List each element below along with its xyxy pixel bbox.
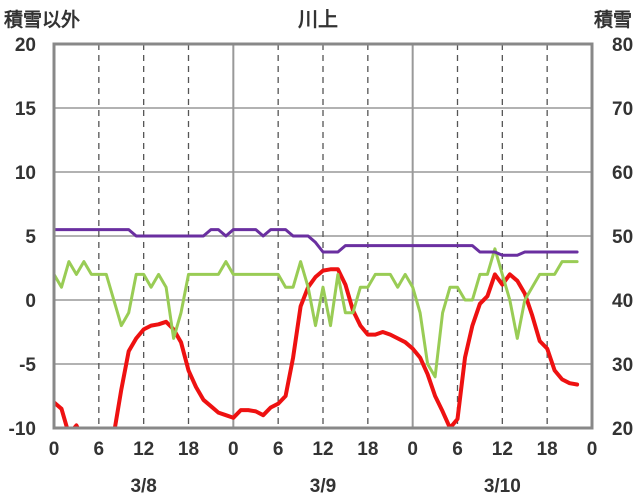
x-tick-label: 18 bbox=[178, 439, 199, 460]
x-axis-ticks: 0 6 12 18 0 6 12 18 0 6 12 18 0 bbox=[49, 439, 598, 460]
x-tick-label: 0 bbox=[407, 439, 418, 460]
left-tick-label: 15 bbox=[15, 99, 37, 120]
left-tick-label: 0 bbox=[25, 291, 36, 312]
x-tick-label: 12 bbox=[312, 439, 333, 460]
right-tick-label: 40 bbox=[612, 291, 633, 312]
x-tick-label: 12 bbox=[133, 439, 154, 460]
x-tick-label: 18 bbox=[357, 439, 378, 460]
x-tick-label: 6 bbox=[94, 439, 105, 460]
series-group bbox=[54, 228, 580, 428]
date-label: 3/8 bbox=[130, 476, 156, 497]
right-axis-title: 積雪 bbox=[594, 8, 632, 31]
x-tick-label: 12 bbox=[492, 439, 513, 460]
date-labels: 3/8 3/9 3/10 bbox=[130, 476, 520, 497]
x-tick-label: 18 bbox=[537, 439, 558, 460]
left-tick-label: -5 bbox=[19, 355, 36, 376]
right-tick-label: 30 bbox=[612, 355, 633, 376]
right-tick-label: 70 bbox=[612, 99, 633, 120]
plot-frame bbox=[52, 42, 594, 430]
right-tick-label: 60 bbox=[612, 163, 633, 184]
left-axis-title: 積雪以外 bbox=[4, 8, 80, 31]
right-tick-label: 20 bbox=[612, 419, 633, 440]
left-tick-label: 10 bbox=[15, 163, 36, 184]
date-label: 3/10 bbox=[484, 476, 521, 497]
left-axis-ticks: 20 15 10 5 0 -5 -10 bbox=[9, 35, 37, 440]
right-tick-label: 80 bbox=[612, 35, 633, 56]
series-line-2 bbox=[54, 247, 579, 379]
right-tick-label: 50 bbox=[612, 227, 633, 248]
x-tick-label: 0 bbox=[49, 439, 60, 460]
x-tick-label: 6 bbox=[273, 439, 284, 460]
date-label: 3/9 bbox=[310, 476, 336, 497]
chart-title: 川上 bbox=[297, 8, 338, 31]
left-tick-label: 20 bbox=[15, 35, 36, 56]
x-tick-label: 0 bbox=[228, 439, 239, 460]
left-tick-label: 5 bbox=[25, 227, 36, 248]
x-tick-label: 6 bbox=[452, 439, 463, 460]
x-tick-label: 0 bbox=[587, 439, 598, 460]
series-line-3 bbox=[54, 228, 579, 257]
right-axis-ticks: 80 70 60 50 40 30 20 bbox=[612, 35, 633, 440]
left-tick-label: -10 bbox=[9, 419, 36, 440]
series-line-1 bbox=[54, 267, 580, 428]
